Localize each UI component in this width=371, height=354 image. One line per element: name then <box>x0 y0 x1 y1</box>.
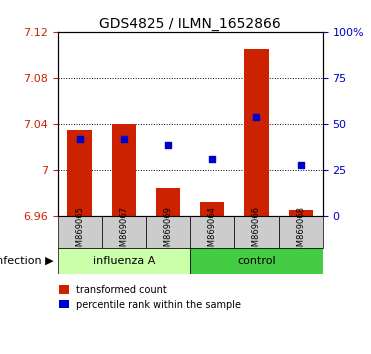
Bar <box>279 216 323 248</box>
Text: GSM869068: GSM869068 <box>296 206 305 257</box>
Point <box>121 136 127 142</box>
Legend: transformed count, percentile rank within the sample: transformed count, percentile rank withi… <box>55 281 245 314</box>
Bar <box>68 130 92 216</box>
Text: influenza A: influenza A <box>93 256 155 266</box>
Bar <box>102 216 146 248</box>
Bar <box>112 124 136 216</box>
Point <box>165 142 171 148</box>
Text: GSM869064: GSM869064 <box>208 206 217 257</box>
Bar <box>234 216 279 248</box>
Text: GSM869067: GSM869067 <box>119 206 128 257</box>
Text: GSM869066: GSM869066 <box>252 206 261 257</box>
Point <box>298 162 303 168</box>
Title: GDS4825 / ILMN_1652866: GDS4825 / ILMN_1652866 <box>99 17 281 31</box>
Bar <box>190 248 323 274</box>
Bar <box>156 188 180 216</box>
Text: GSM869069: GSM869069 <box>164 206 173 257</box>
Bar <box>58 216 102 248</box>
Point <box>77 136 83 142</box>
Point <box>253 114 259 120</box>
Bar <box>58 248 190 274</box>
Bar <box>244 49 269 216</box>
Text: control: control <box>237 256 276 266</box>
Bar <box>200 202 224 216</box>
Bar <box>190 216 234 248</box>
Point <box>209 156 215 161</box>
Text: GSM869065: GSM869065 <box>75 206 84 257</box>
Bar <box>146 216 190 248</box>
Text: infection ▶: infection ▶ <box>0 256 54 266</box>
Bar <box>289 210 313 216</box>
